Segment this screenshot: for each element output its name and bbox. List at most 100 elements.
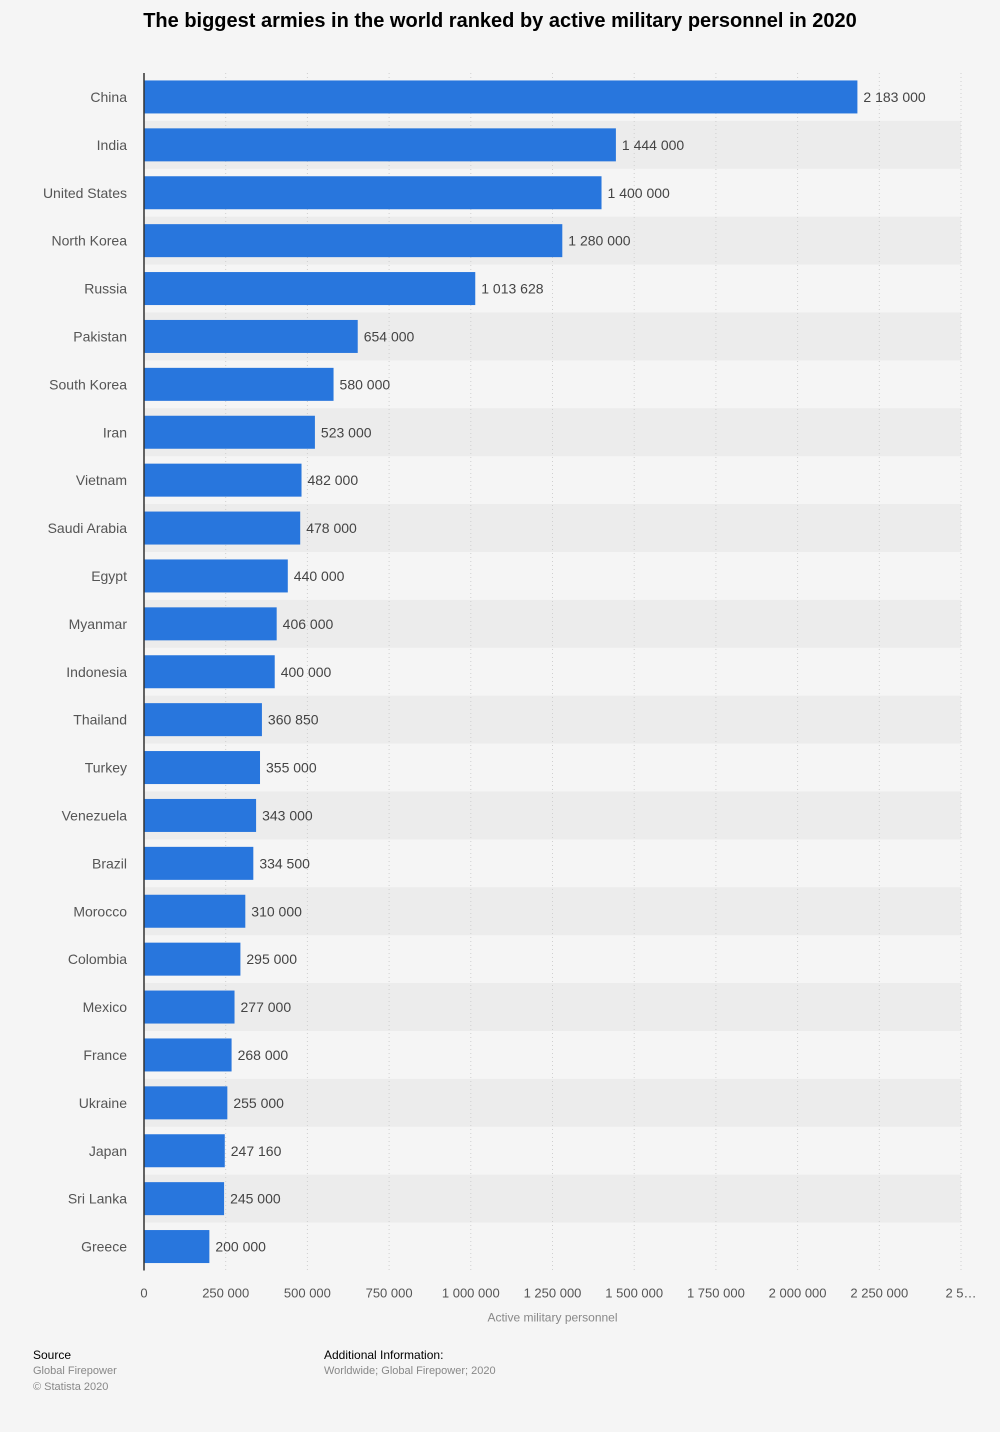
category-label: Saudi Arabia [48,520,128,536]
category-label: Sri Lanka [68,1191,127,1207]
bar[interactable] [144,80,858,114]
x-tick-label: 500 000 [284,1286,331,1301]
category-label: Turkey [85,760,127,776]
bar[interactable] [144,1230,210,1264]
row-band [144,887,961,936]
value-labels: 2 183 000 1 444 000 1 400 000 1 280 000 1 01… [215,89,926,1255]
row-band [144,599,961,648]
bar[interactable] [144,1182,225,1216]
bar[interactable] [144,607,277,641]
bar[interactable] [144,655,275,689]
category-label: Venezuela [62,807,128,823]
category-label: Vietnam [76,472,127,488]
copyright-text: © Statista 2020 [33,1381,109,1393]
x-tick-label: 2 250 000 [850,1286,908,1301]
category-label: Thailand [73,712,127,728]
bar[interactable] [144,942,241,976]
category-label: India [97,137,128,153]
category-label: Morocco [73,903,127,919]
bars [144,80,858,1264]
bar[interactable] [144,128,616,162]
data-label: 1 400 000 [608,185,670,201]
data-label: 343 000 [262,807,313,823]
x-tick-label: 750 000 [366,1286,413,1301]
bar[interactable] [144,1086,228,1120]
category-label: Russia [84,281,127,297]
bar[interactable] [144,846,254,880]
bar[interactable] [144,224,563,258]
chart-title: The biggest armies in the world ranked b… [143,10,857,32]
bar[interactable] [144,1134,225,1168]
data-label: 255 000 [233,1095,284,1111]
data-label: 478 000 [306,520,357,536]
data-label: 654 000 [364,328,415,344]
bar[interactable] [144,1038,232,1072]
data-label: 355 000 [266,760,317,776]
category-label: China [90,89,127,105]
x-tick-labels: 0 250 000 500 000 750 000 1 000 000 1 250 000… [140,1286,976,1301]
category-label: United States [43,185,127,201]
bar[interactable] [144,463,302,497]
x-tick-label: 1 000 000 [442,1286,500,1301]
x-tick-label: 1 500 000 [605,1286,663,1301]
bar[interactable] [144,176,602,210]
source-block: Source Global Firepower © Statista 2020 [33,1347,117,1395]
bar[interactable] [144,415,315,449]
data-label: 200 000 [215,1239,266,1255]
data-label: 360 850 [268,712,319,728]
category-label: France [83,1047,127,1063]
bar[interactable] [144,751,261,785]
x-tick-label: 1 750 000 [687,1286,745,1301]
bar[interactable] [144,511,301,545]
x-tick-label: 0 [140,1286,147,1301]
row-band [144,695,961,744]
data-label: 580 000 [340,376,391,392]
row-band [144,1078,961,1127]
category-label: Myanmar [69,616,128,632]
data-label: 310 000 [251,903,302,919]
additional-info-block: Additional Information: Worldwide; Globa… [324,1347,496,1379]
row-band [144,983,961,1031]
data-label: 268 000 [238,1047,289,1063]
bar[interactable] [144,990,235,1024]
data-label: 400 000 [281,664,332,680]
category-label: Ukraine [79,1095,127,1111]
additional-info-heading: Additional Information: [324,1348,444,1362]
data-label: 247 160 [231,1143,282,1159]
x-tick-label: 1 250 000 [524,1286,582,1301]
category-labels: China India United States North Korea Russia… [43,89,127,1255]
category-label: Colombia [68,951,127,967]
source-heading: Source [33,1348,72,1362]
data-label: 1 280 000 [568,233,630,249]
data-label: 1 444 000 [622,137,684,153]
data-label: 2 183 000 [863,89,925,105]
category-label: Iran [103,424,127,440]
bar[interactable] [144,703,262,737]
bar[interactable] [144,798,257,832]
category-label: Brazil [92,855,127,871]
row-band [144,1174,961,1223]
data-label: 277 000 [241,999,292,1015]
x-tick-label: 250 000 [202,1286,249,1301]
additional-info-text: Worldwide; Global Firepower; 2020 [324,1365,496,1377]
category-label: South Korea [49,376,127,392]
bar[interactable] [144,894,246,928]
data-label: 523 000 [321,424,372,440]
data-label: 1 013 628 [481,281,543,297]
bar[interactable] [144,559,288,593]
bar[interactable] [144,367,334,401]
data-label: 334 500 [259,855,310,871]
category-label: Japan [89,1143,127,1159]
x-tick-label: 2 000 000 [769,1286,827,1301]
data-label: 245 000 [230,1191,281,1207]
bar[interactable] [144,319,358,353]
data-label: 406 000 [283,616,334,632]
category-label: North Korea [52,233,128,249]
category-label: Mexico [83,999,128,1015]
source-name[interactable]: Global Firepower [33,1365,117,1377]
bar[interactable] [144,272,476,306]
data-label: 440 000 [294,568,345,584]
x-tick-label: 2 5… [945,1286,976,1301]
category-label: Pakistan [73,328,127,344]
